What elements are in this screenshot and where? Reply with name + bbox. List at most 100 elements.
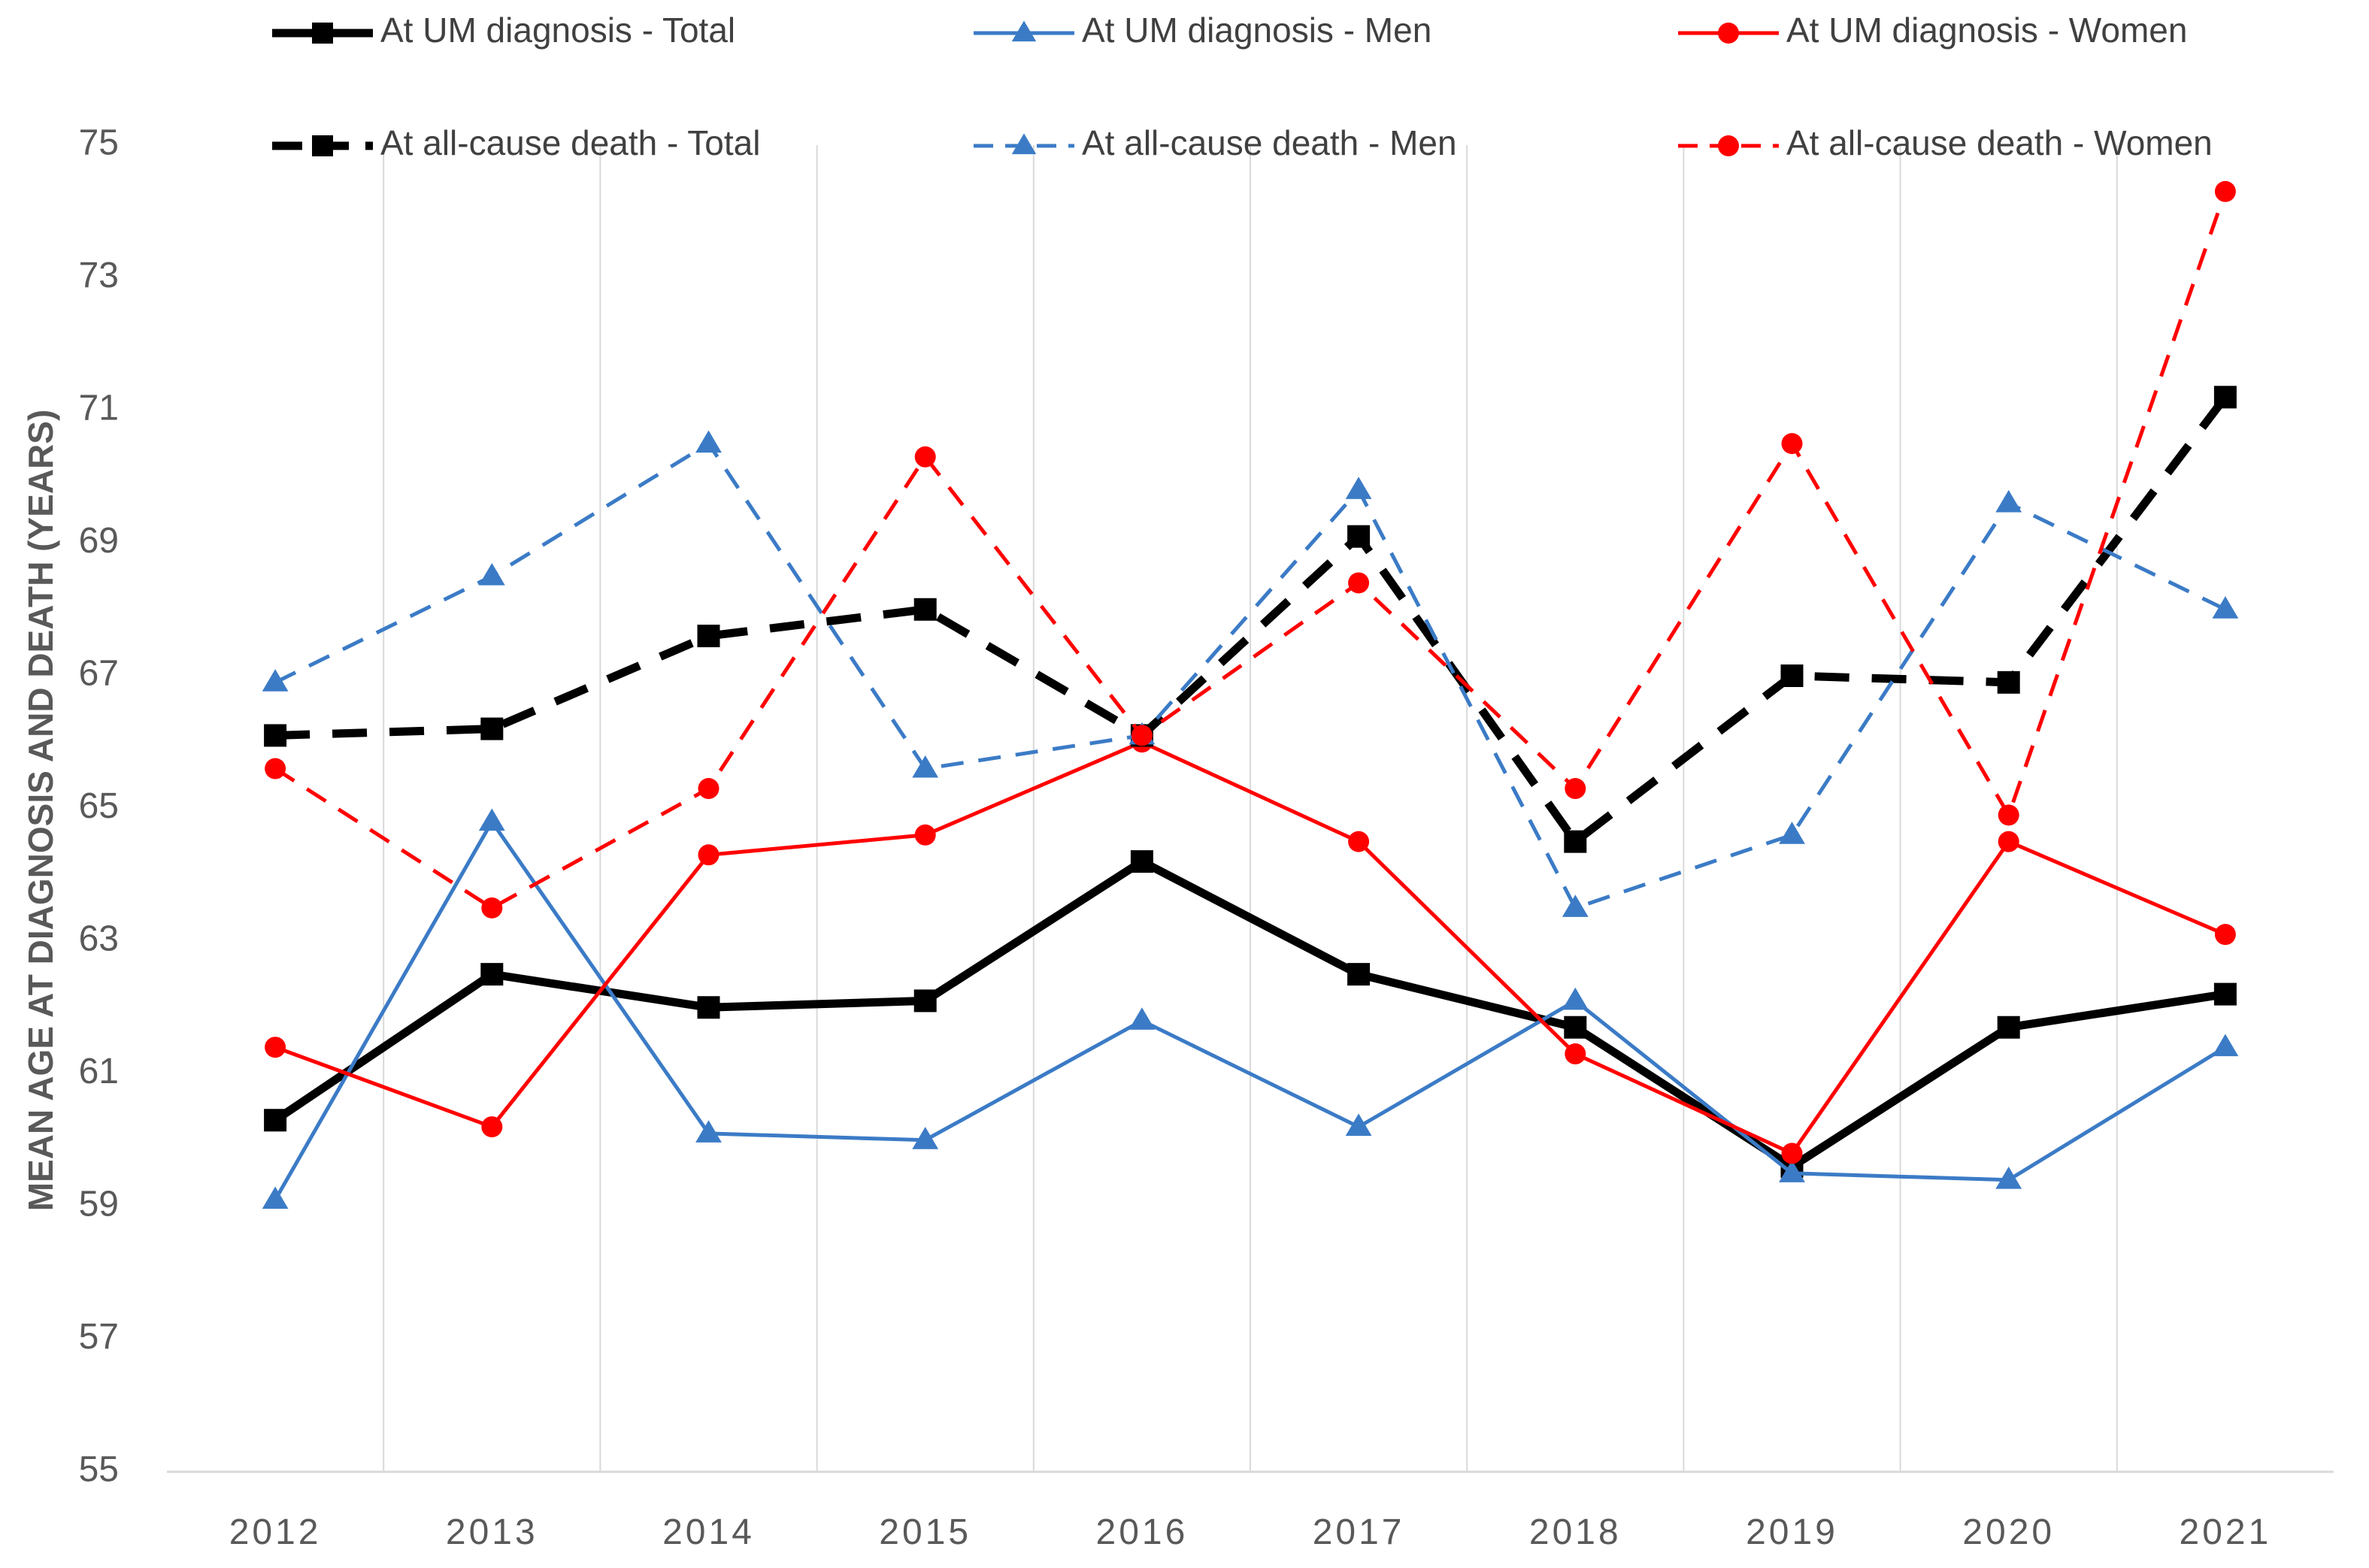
data-point-at-all-cause-death-men-2012: [262, 669, 289, 692]
x-tick-label-2018: 2018: [1529, 1512, 1622, 1552]
x-tick-label-2013: 2013: [446, 1512, 538, 1552]
data-point-at-all-cause-death-total-2018: [1564, 830, 1587, 853]
data-point-at-um-diagnosis-total-2013: [480, 963, 504, 986]
data-point-at-all-cause-death-men-2019: [1779, 822, 1805, 844]
data-point-at-all-cause-death-men-2015: [912, 755, 939, 778]
data-point-at-um-diagnosis-total-2014: [697, 996, 720, 1019]
y-tick-label-71: 71: [79, 389, 119, 428]
x-axis-ticks: 2012 2013 2014 2015 2016 2017 2018 2019 2020 2021: [229, 1512, 2272, 1552]
data-point-at-um-diagnosis-women-2019: [1781, 1143, 1803, 1164]
data-point-at-um-diagnosis-men-2016: [1128, 1007, 1156, 1030]
data-point-at-all-cause-death-women-2018: [1565, 778, 1586, 800]
data-point-at-um-diagnosis-men-2020: [1995, 1167, 2022, 1189]
data-point-at-all-cause-death-men-2018: [1562, 894, 1589, 917]
y-tick-label-57: 57: [79, 1317, 119, 1357]
data-point-at-um-diagnosis-men-2021: [2212, 1034, 2239, 1057]
y-axis-ticks: 55 57 59 61 63 65 67 69 71 73 75: [79, 123, 119, 1490]
data-point-at-um-diagnosis-total-2016: [1130, 850, 1153, 873]
data-point-at-um-diagnosis-men-2015: [912, 1127, 939, 1149]
data-point-at-all-cause-death-women-2015: [914, 446, 936, 468]
y-tick-label-61: 61: [79, 1052, 119, 1091]
data-point-at-all-cause-death-men-2013: [478, 562, 505, 586]
legend-item-at-all-cause-death-men: At all-cause death - Men: [974, 123, 1457, 162]
legend-swatch-marker: [312, 23, 333, 44]
data-point-at-um-diagnosis-women-2012: [265, 1037, 286, 1058]
data-point-at-um-diagnosis-women-2014: [698, 844, 719, 866]
x-tick-label-2015: 2015: [879, 1512, 971, 1552]
x-tick-label-2014: 2014: [662, 1512, 755, 1552]
data-point-at-um-diagnosis-men-2012: [262, 1186, 289, 1209]
legend-label: At all-cause death - Women: [1786, 123, 2213, 162]
series-at-all-cause-death-women: [265, 180, 2236, 919]
data-point-at-all-cause-death-women-2017: [1348, 572, 1370, 594]
data-point-at-all-cause-death-total-2015: [913, 598, 937, 621]
legend-swatch-marker: [1011, 133, 1037, 155]
legend-swatch-marker: [1718, 23, 1739, 44]
data-point-at-all-cause-death-women-2013: [481, 897, 503, 919]
data-point-at-um-diagnosis-women-2018: [1565, 1043, 1586, 1065]
y-tick-label-65: 65: [79, 786, 119, 826]
data-point-at-all-cause-death-women-2016: [1131, 725, 1153, 746]
data-point-at-um-diagnosis-men-2018: [1562, 987, 1589, 1010]
data-point-at-um-diagnosis-men-2019: [1779, 1160, 1805, 1182]
x-tick-label-2021: 2021: [2180, 1512, 2272, 1552]
series-line-at-all-cause-death-total: [274, 395, 2229, 848]
data-point-at-all-cause-death-men-2014: [695, 430, 722, 453]
data-point-at-all-cause-death-women-2019: [1781, 433, 1803, 455]
data-point-at-all-cause-death-total-2014: [697, 625, 720, 648]
legend-item-at-um-diagnosis-women: At UM diagnosis - Women: [1678, 11, 2187, 50]
data-point-at-um-diagnosis-total-2012: [264, 1109, 287, 1132]
legend-item-at-um-diagnosis-total: At UM diagnosis - Total: [272, 11, 735, 50]
data-point-at-all-cause-death-men-2017: [1345, 477, 1372, 499]
data-point-at-um-diagnosis-total-2015: [913, 989, 937, 1013]
legend-label: At UM diagnosis - Total: [380, 11, 735, 50]
x-tick-label-2017: 2017: [1313, 1512, 1405, 1552]
y-tick-label-73: 73: [79, 256, 119, 295]
data-point-at-um-diagnosis-men-2017: [1345, 1113, 1372, 1137]
data-point-at-um-diagnosis-women-2021: [2214, 924, 2236, 946]
data-point-at-um-diagnosis-women-2015: [914, 824, 936, 846]
x-tick-label-2019: 2019: [1746, 1512, 1838, 1552]
y-axis-label: MEAN AGE AT DIAGNOSIS AND DEATH (YEARS): [21, 410, 60, 1212]
legend-swatch-marker: [1718, 135, 1739, 156]
legend-label: At all-cause death - Men: [1082, 123, 1457, 162]
legend-swatch-marker: [1011, 20, 1037, 42]
y-tick-label-55: 55: [79, 1450, 119, 1490]
data-point-at-all-cause-death-total-2017: [1347, 525, 1371, 548]
series-at-all-cause-death-men: [262, 430, 2239, 917]
data-point-at-all-cause-death-women-2014: [698, 778, 719, 800]
legend-swatch-marker: [312, 135, 333, 156]
data-point-at-um-diagnosis-total-2018: [1564, 1016, 1587, 1039]
data-point-at-um-diagnosis-women-2020: [1998, 831, 2019, 852]
y-tick-label-59: 59: [79, 1185, 119, 1224]
series-line-at-um-diagnosis-men: [273, 818, 2227, 1201]
data-point-at-all-cause-death-women-2021: [2214, 180, 2236, 202]
legend-label: At UM diagnosis - Men: [1082, 11, 1431, 50]
y-tick-label-67: 67: [79, 654, 119, 694]
data-point-at-all-cause-death-women-2020: [1998, 804, 2019, 826]
legend-label: At all-cause death - Total: [380, 123, 760, 162]
x-tick-label-2012: 2012: [229, 1512, 322, 1552]
x-tick-label-2020: 2020: [1962, 1512, 2055, 1552]
data-point-at-um-diagnosis-men-2014: [695, 1120, 722, 1143]
legend-item-at-all-cause-death-total: At all-cause death - Total: [272, 123, 760, 162]
data-point-at-um-diagnosis-total-2020: [1997, 1016, 2020, 1039]
data-point-at-um-diagnosis-women-2017: [1348, 831, 1370, 852]
data-point-at-all-cause-death-total-2020: [1997, 670, 2020, 694]
legend-label: At UM diagnosis - Women: [1786, 11, 2187, 50]
data-point-at-all-cause-death-total-2013: [480, 717, 504, 740]
data-series: [262, 180, 2239, 1209]
legend-item-at-um-diagnosis-men: At UM diagnosis - Men: [974, 11, 1431, 50]
y-tick-label-75: 75: [79, 123, 119, 163]
y-tick-label-69: 69: [79, 521, 119, 561]
legend-item-at-all-cause-death-women: At all-cause death - Women: [1678, 123, 2213, 162]
data-point-at-um-diagnosis-total-2021: [2213, 982, 2237, 1006]
series-line-at-all-cause-death-women: [274, 190, 2228, 910]
y-tick-label-63: 63: [79, 919, 119, 959]
data-point-at-um-diagnosis-total-2017: [1347, 963, 1371, 986]
series-at-um-diagnosis-men: [262, 808, 2239, 1209]
grid-lines: [383, 145, 2118, 1472]
